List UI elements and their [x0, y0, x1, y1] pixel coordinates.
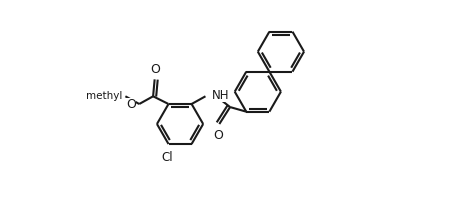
Text: O: O: [151, 63, 160, 75]
Text: NH: NH: [212, 89, 229, 102]
Text: O: O: [213, 129, 223, 142]
Text: methyl: methyl: [86, 91, 122, 101]
Text: O: O: [126, 98, 136, 111]
Text: Cl: Cl: [161, 151, 173, 164]
